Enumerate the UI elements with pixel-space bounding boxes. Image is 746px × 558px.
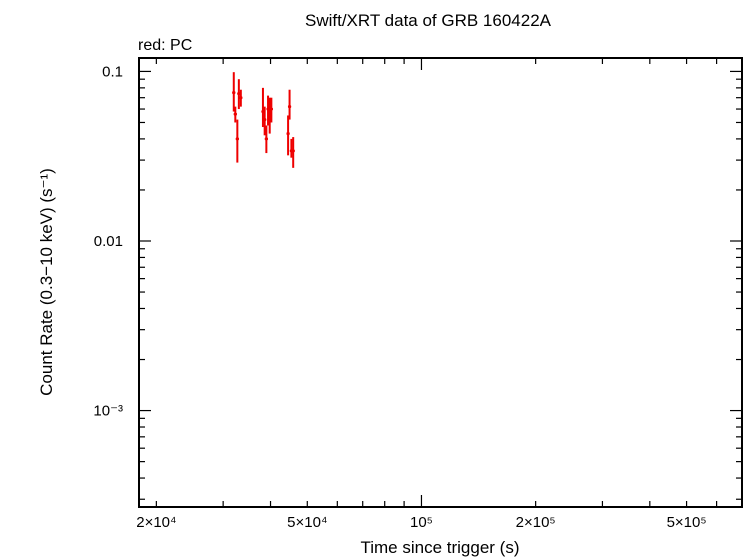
chart-title: Swift/XRT data of GRB 160422A — [305, 11, 552, 30]
data-point — [269, 107, 273, 111]
y-tick-labels: 0.1 0.01 10⁻³ — [93, 63, 123, 419]
y-tick-label: 0.01 — [94, 233, 123, 250]
x-tick-label: 5×10⁵ — [667, 514, 707, 531]
data-point — [287, 105, 292, 109]
data-point — [233, 112, 237, 116]
data-point — [237, 92, 241, 96]
data-point — [232, 91, 236, 95]
data-point — [286, 131, 290, 136]
x-axis-label: Time since trigger (s) — [360, 538, 519, 557]
x-tick-label: 10⁵ — [410, 514, 433, 531]
x-tick-label: 2×10⁴ — [136, 514, 176, 531]
x-tick-label: 2×10⁵ — [516, 514, 556, 531]
data-point — [291, 149, 295, 153]
x-tick-labels: 2×10⁴ 5×10⁴ 10⁵ 2×10⁵ 5×10⁵ — [136, 514, 706, 531]
x-tick-label: 5×10⁴ — [287, 514, 327, 531]
data-point — [239, 96, 243, 100]
plot-frame — [138, 57, 743, 508]
data-point — [235, 137, 239, 141]
axis-ticks — [139, 58, 743, 507]
y-tick-label: 10⁻³ — [93, 403, 123, 420]
data-point — [264, 137, 268, 141]
y-tick-label: 0.1 — [102, 63, 123, 80]
legend-label: red: PC — [138, 37, 192, 54]
data-point — [263, 117, 267, 122]
data-series-pc — [232, 72, 295, 168]
y-axis-label: Count Rate (0.3−10 keV) (s⁻¹) — [37, 168, 56, 396]
